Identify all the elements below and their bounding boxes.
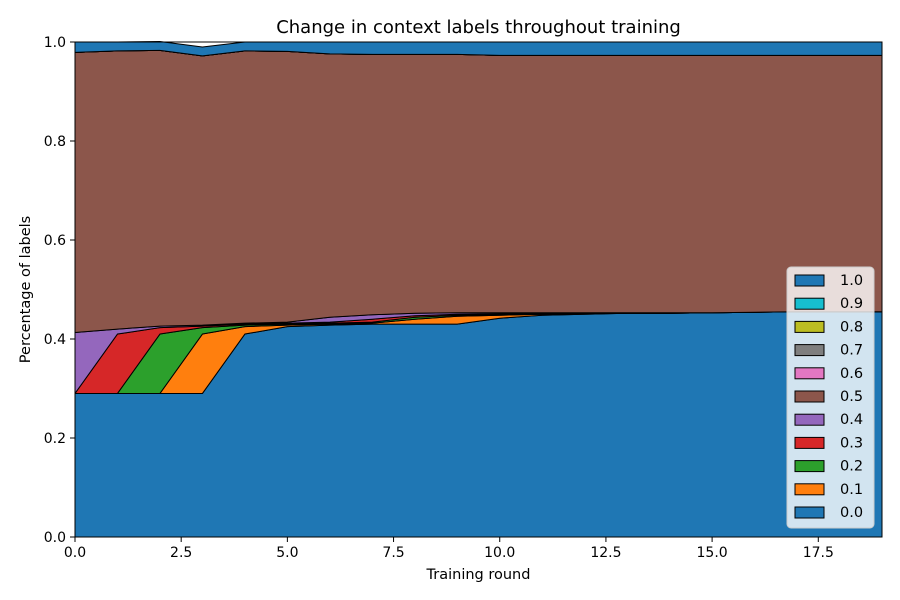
legend-swatch-0-6 — [794, 367, 825, 380]
y-tick-label: 0.8 — [44, 134, 66, 150]
legend-swatch-0-2 — [794, 460, 825, 473]
legend-label-0-1: 0.1 — [840, 482, 863, 498]
legend-swatch-0-7 — [794, 344, 825, 357]
y-tick-label: 0.4 — [44, 332, 66, 348]
legend-label-0-3: 0.3 — [840, 435, 863, 451]
x-axis-title: Training round — [426, 567, 531, 583]
legend-swatch-0-4 — [794, 413, 825, 426]
y-tick-label: 0.6 — [44, 233, 66, 249]
legend: 1.0 0.9 0.8 0.7 0.6 0.5 0.4 0.3 0.2 0.1 0.0 — [786, 266, 875, 529]
y-axis-title: Percentage of labels — [18, 216, 34, 363]
y-tick-label: 0.2 — [44, 431, 66, 447]
chart-title: Change in context labels throughout trai… — [276, 17, 681, 38]
legend-swatch-1-0 — [794, 274, 825, 287]
x-tick-label: 12.5 — [590, 545, 621, 561]
legend-label-0-4: 0.4 — [840, 412, 863, 428]
legend-label-0-8: 0.8 — [840, 319, 863, 335]
x-tick-label: 10.0 — [484, 545, 515, 561]
legend-label-0-6: 0.6 — [840, 366, 863, 382]
x-tick-label: 2.5 — [170, 545, 192, 561]
x-tick-label: 5.0 — [276, 545, 298, 561]
legend-swatch-0-3 — [794, 436, 825, 449]
legend-label-0-2: 0.2 — [840, 459, 863, 475]
legend-label-0-7: 0.7 — [840, 343, 863, 359]
area-layers — [74, 41, 883, 538]
legend-label-1-0: 1.0 — [840, 273, 863, 289]
x-axis-ticks: 0.0 2.5 5.0 7.5 10.0 12.5 15.0 17.5 — [64, 537, 834, 561]
legend-label-0-9: 0.9 — [840, 296, 863, 312]
plot-frame — [74, 41, 883, 538]
x-tick-label: 0.0 — [64, 545, 86, 561]
legend-swatch-0-1 — [794, 483, 825, 496]
y-tick-label: 0.0 — [44, 530, 66, 546]
legend-label-0-5: 0.5 — [840, 389, 863, 405]
legend-swatch-0-9 — [794, 297, 825, 310]
legend-swatch-0-0 — [794, 506, 825, 519]
area-series-0-5 — [74, 49, 883, 334]
x-tick-label: 7.5 — [382, 545, 404, 561]
x-tick-label: 15.0 — [697, 545, 728, 561]
legend-swatch-0-5 — [794, 390, 825, 403]
y-axis-ticks: 0.0 0.2 0.4 0.6 0.8 1.0 — [44, 35, 75, 546]
y-tick-label: 1.0 — [44, 35, 66, 51]
legend-label-0-0: 0.0 — [840, 505, 863, 521]
legend-swatch-0-8 — [794, 320, 825, 333]
x-tick-label: 17.5 — [803, 545, 834, 561]
